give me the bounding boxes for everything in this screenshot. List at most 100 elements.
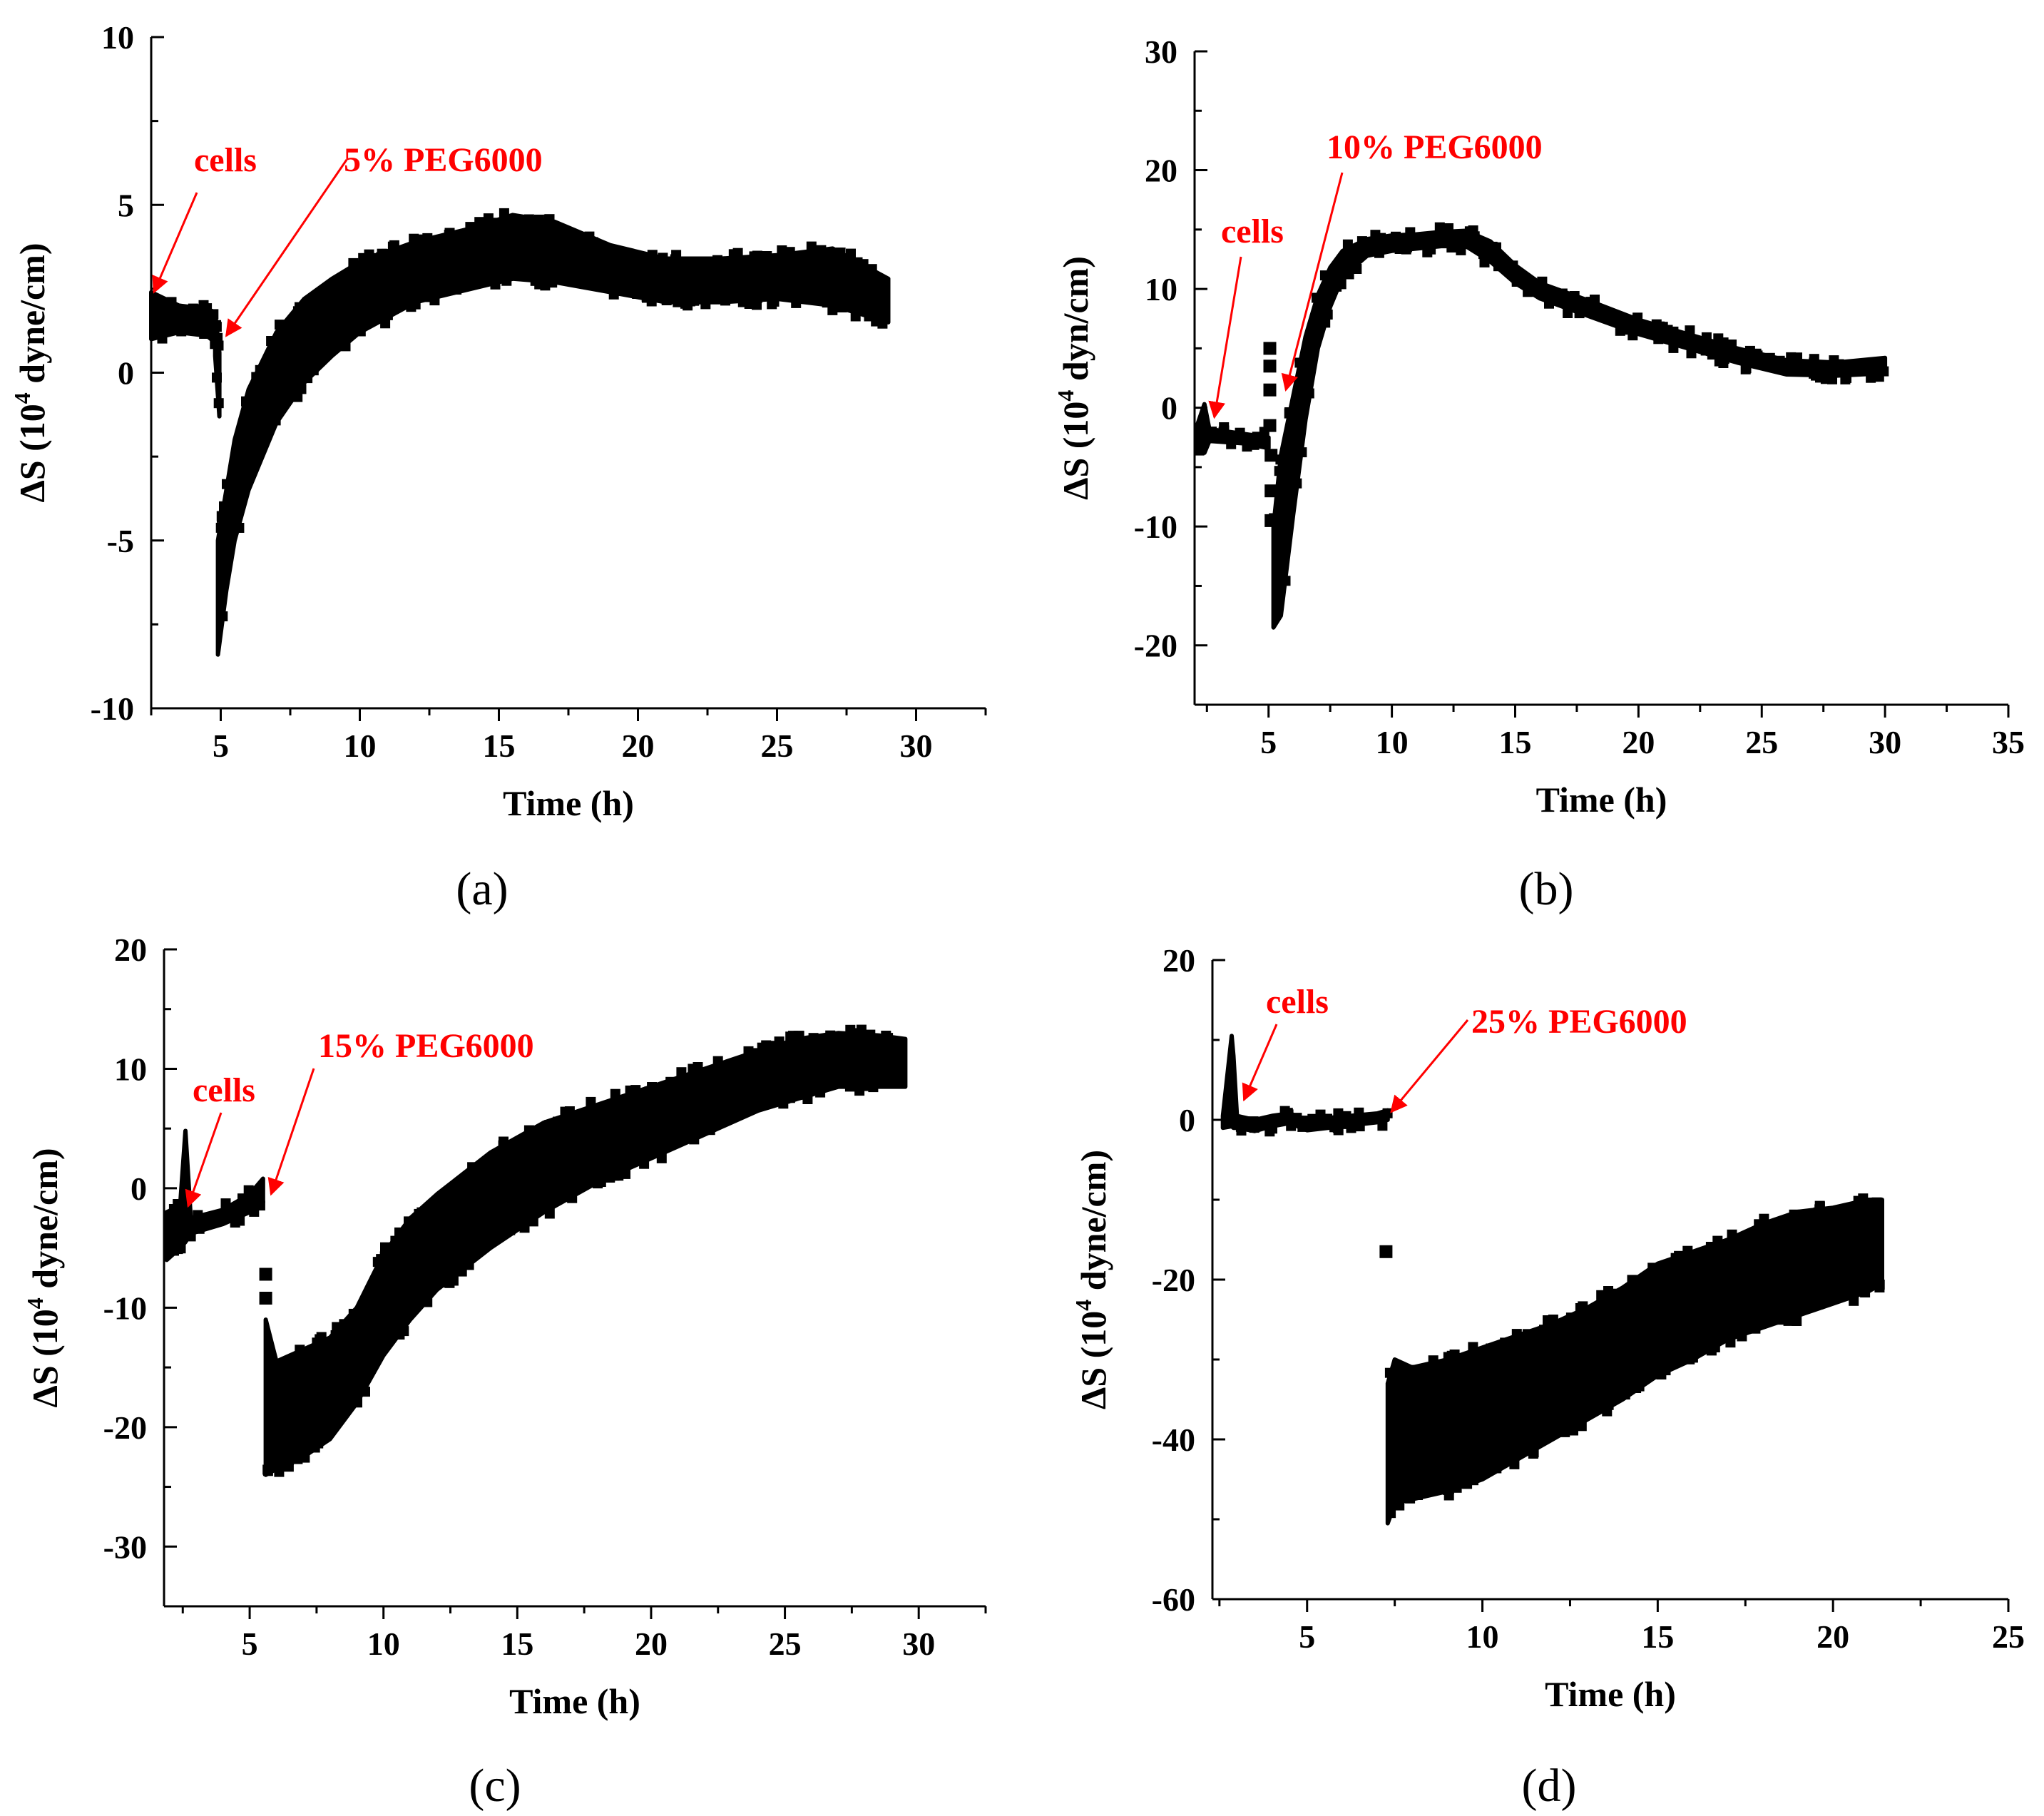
data-point [822,297,832,308]
data-point [1263,383,1277,397]
data-point [1710,1342,1720,1352]
data-point [1227,1118,1238,1128]
data-point [605,1172,615,1182]
data-point [404,1216,414,1227]
data-point [1356,236,1367,247]
data-point [1249,1123,1259,1133]
data-point [296,384,307,394]
data-point [218,611,228,622]
data-point [451,285,462,295]
data-point [360,1387,370,1397]
data-point [737,257,748,267]
data-band-2 [1271,228,1888,630]
data-point [1322,1113,1332,1124]
y-axis-title-exponent: 4 [1053,390,1078,402]
x-tick-label: 15 [1498,724,1531,760]
y-tick-label: -10 [1134,509,1177,545]
data-point [382,1245,392,1255]
x-tick-label: 5 [1299,1618,1315,1655]
x-axis-title: Time (h) [503,783,634,823]
x-tick-label: 25 [1745,724,1778,760]
data-point [1813,1299,1824,1310]
data-point [198,300,209,310]
annotation-label: 25% PEG6000 [1471,1003,1687,1041]
data-point [1845,1288,1856,1299]
data-point [219,501,229,511]
x-tick-label: 10 [367,1626,400,1662]
data-point [429,295,440,306]
data-point [275,320,285,330]
data-point [1341,1111,1351,1121]
data-point [1468,1342,1478,1352]
data-point [1777,1216,1788,1227]
data-point [505,1225,516,1235]
annotation-arrow [1242,1024,1278,1102]
y-tick-label: -20 [1134,628,1177,664]
data-point [1858,1193,1869,1204]
data-point [720,295,730,306]
data-point [355,326,366,337]
y-tick-label: 0 [1179,1102,1195,1138]
data-point [1537,276,1548,287]
data-point [1691,342,1702,352]
data-point [632,289,643,299]
data-point [1339,268,1349,279]
data-point [1434,222,1445,233]
y-tick-label: 30 [1145,34,1177,70]
y-axis-title-exponent: 4 [22,1297,48,1309]
annotation-label: 5% PEG6000 [344,141,543,179]
data-point [1451,1482,1462,1493]
data-point [1284,407,1294,417]
data-point [1647,1262,1658,1273]
y-tick-label: 20 [1145,153,1177,189]
data-point [1528,1449,1538,1459]
data-point [1615,324,1626,335]
data-point [1750,1323,1761,1334]
data-point [1478,249,1488,260]
data-point [1207,427,1217,437]
data-point [1840,374,1851,384]
data-point [424,236,435,247]
data-point [483,213,494,224]
data-point [567,1193,578,1203]
data-point [559,1192,569,1203]
data-point [1685,1354,1695,1364]
data-point [673,297,683,307]
data-point [700,299,711,310]
data-point [215,522,226,533]
panel-caption: (c) [469,1760,521,1812]
data-point [501,1143,511,1154]
data-point [262,1466,273,1476]
data-point [389,240,399,250]
chart-panel-c: 5 10 15 20 25 30 -30 -20 -10 0 10 20 Time (h) ΔS (104… [22,932,987,1812]
data-point [230,1218,240,1228]
data-point [1257,1119,1267,1130]
data-point [1565,1312,1576,1323]
data-point [270,415,281,426]
data-point [744,299,755,309]
data-point [493,218,504,228]
data-point [712,1056,723,1066]
data-point [523,214,534,225]
data-point [1508,260,1518,271]
data-point [1784,359,1794,370]
chart-panel-a: 5 10 15 20 25 30 -10 -5 0 5 10 Time (h) ΔS (104 dyne… [9,19,987,915]
data-point [339,1319,349,1330]
x-tick-label: 25 [761,728,794,764]
data-point [1860,1287,1871,1297]
data-point [689,1134,700,1145]
data-point [1319,270,1330,281]
x-tick-label: 15 [501,1626,533,1662]
data-point [216,1209,227,1220]
data-point [394,1227,404,1238]
data-point [1354,1121,1365,1132]
data-point [217,512,227,523]
data-point [1827,374,1837,384]
data-point [1719,354,1729,364]
x-axis-title: Time (h) [509,1681,640,1721]
annotation-label: cells [194,141,257,179]
y-axis-title: ΔS (104 dyne/cm) [9,243,52,502]
data-point [568,1112,579,1123]
data-point [1511,277,1522,287]
data-series [1220,1034,1885,1526]
